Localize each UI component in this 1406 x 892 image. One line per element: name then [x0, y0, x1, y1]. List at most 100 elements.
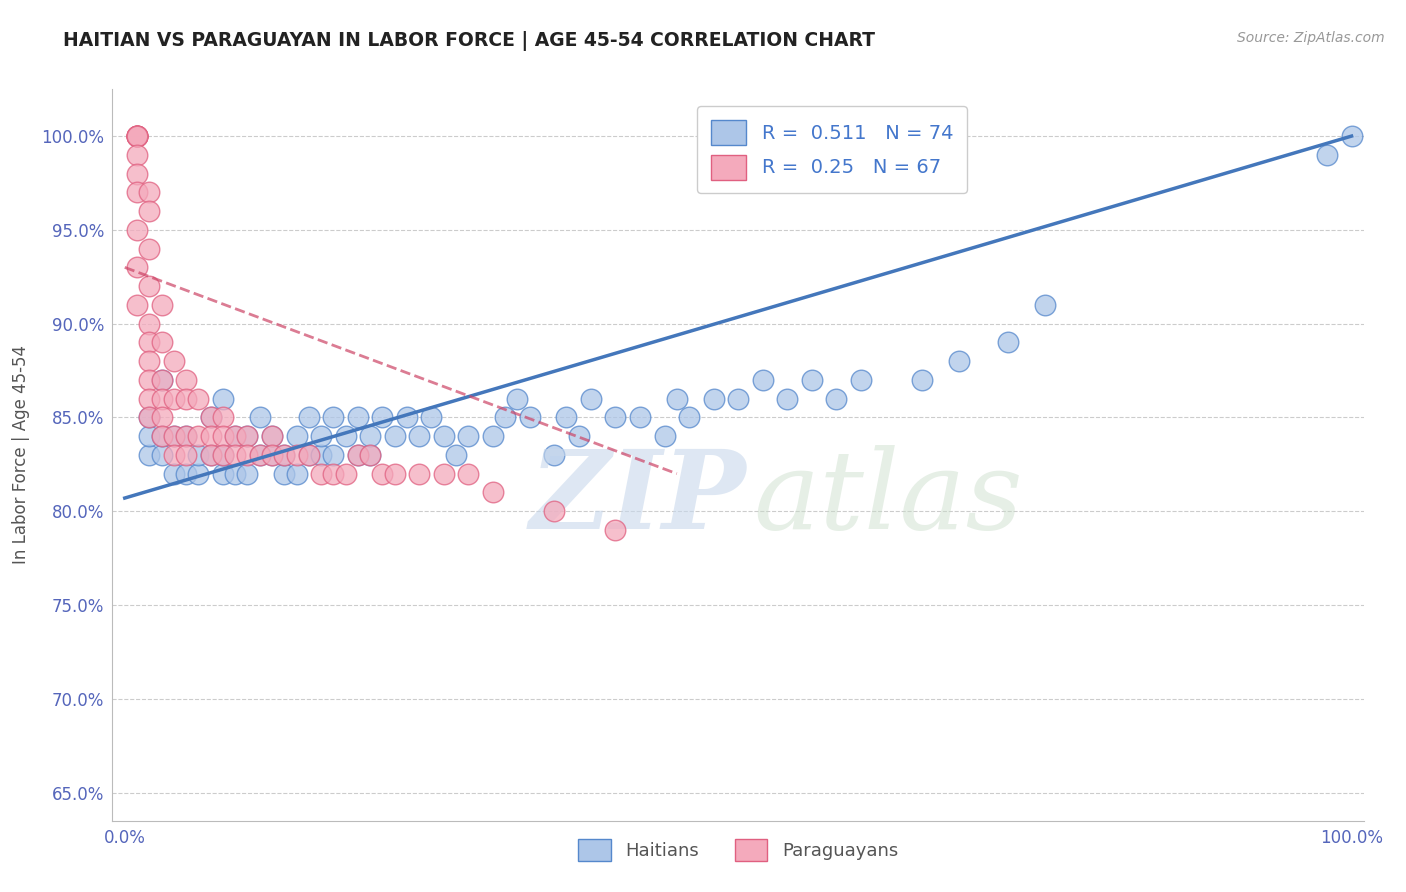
- Point: [433, 467, 456, 481]
- Point: [163, 467, 186, 481]
- Point: [285, 467, 308, 481]
- Point: [174, 429, 197, 443]
- Point: [163, 429, 186, 443]
- Point: [224, 448, 246, 462]
- Point: [174, 429, 197, 443]
- Point: [163, 429, 186, 443]
- Point: [384, 467, 406, 481]
- Point: [309, 448, 332, 462]
- Point: [163, 448, 186, 462]
- Point: [200, 448, 222, 462]
- Point: [163, 354, 186, 368]
- Point: [125, 186, 148, 200]
- Point: [125, 148, 148, 162]
- Text: atlas: atlas: [754, 445, 1024, 552]
- Point: [125, 167, 148, 181]
- Point: [138, 373, 160, 387]
- Point: [568, 429, 591, 443]
- Point: [138, 448, 160, 462]
- Point: [125, 129, 148, 144]
- Point: [174, 448, 197, 462]
- Point: [555, 410, 578, 425]
- Point: [174, 373, 197, 387]
- Point: [212, 467, 235, 481]
- Point: [187, 429, 209, 443]
- Point: [138, 186, 160, 200]
- Point: [138, 354, 160, 368]
- Point: [138, 410, 160, 425]
- Point: [298, 448, 321, 462]
- Point: [727, 392, 749, 406]
- Point: [212, 429, 235, 443]
- Point: [347, 448, 370, 462]
- Point: [359, 448, 381, 462]
- Point: [444, 448, 467, 462]
- Point: [125, 129, 148, 144]
- Point: [335, 467, 357, 481]
- Point: [150, 410, 173, 425]
- Point: [519, 410, 541, 425]
- Point: [249, 410, 271, 425]
- Point: [138, 392, 160, 406]
- Legend: Haitians, Paraguayans: Haitians, Paraguayans: [569, 830, 907, 870]
- Point: [150, 373, 173, 387]
- Point: [260, 448, 283, 462]
- Y-axis label: In Labor Force | Age 45-54: In Labor Force | Age 45-54: [13, 345, 30, 565]
- Point: [260, 448, 283, 462]
- Point: [800, 373, 823, 387]
- Point: [174, 467, 197, 481]
- Point: [125, 223, 148, 237]
- Point: [543, 448, 565, 462]
- Point: [212, 392, 235, 406]
- Point: [150, 392, 173, 406]
- Point: [395, 410, 418, 425]
- Point: [138, 242, 160, 256]
- Point: [654, 429, 676, 443]
- Point: [506, 392, 529, 406]
- Point: [678, 410, 700, 425]
- Point: [335, 429, 357, 443]
- Point: [298, 410, 321, 425]
- Point: [212, 410, 235, 425]
- Point: [150, 335, 173, 350]
- Point: [285, 448, 308, 462]
- Point: [433, 429, 456, 443]
- Point: [1033, 298, 1056, 312]
- Point: [384, 429, 406, 443]
- Point: [138, 317, 160, 331]
- Point: [138, 429, 160, 443]
- Point: [457, 467, 479, 481]
- Point: [150, 448, 173, 462]
- Point: [751, 373, 773, 387]
- Point: [1340, 129, 1362, 144]
- Point: [776, 392, 799, 406]
- Point: [408, 467, 430, 481]
- Text: ZIP: ZIP: [530, 445, 747, 552]
- Point: [187, 392, 209, 406]
- Point: [911, 373, 934, 387]
- Point: [997, 335, 1019, 350]
- Point: [825, 392, 848, 406]
- Point: [359, 429, 381, 443]
- Point: [579, 392, 602, 406]
- Point: [260, 429, 283, 443]
- Point: [212, 448, 235, 462]
- Point: [457, 429, 479, 443]
- Point: [150, 373, 173, 387]
- Point: [138, 204, 160, 219]
- Point: [605, 523, 627, 537]
- Point: [200, 410, 222, 425]
- Point: [371, 467, 394, 481]
- Point: [138, 279, 160, 293]
- Point: [224, 429, 246, 443]
- Point: [236, 429, 259, 443]
- Point: [224, 467, 246, 481]
- Text: HAITIAN VS PARAGUAYAN IN LABOR FORCE | AGE 45-54 CORRELATION CHART: HAITIAN VS PARAGUAYAN IN LABOR FORCE | A…: [63, 31, 876, 51]
- Point: [236, 448, 259, 462]
- Point: [138, 410, 160, 425]
- Point: [200, 429, 222, 443]
- Point: [138, 335, 160, 350]
- Point: [481, 485, 503, 500]
- Point: [322, 448, 344, 462]
- Point: [125, 260, 148, 275]
